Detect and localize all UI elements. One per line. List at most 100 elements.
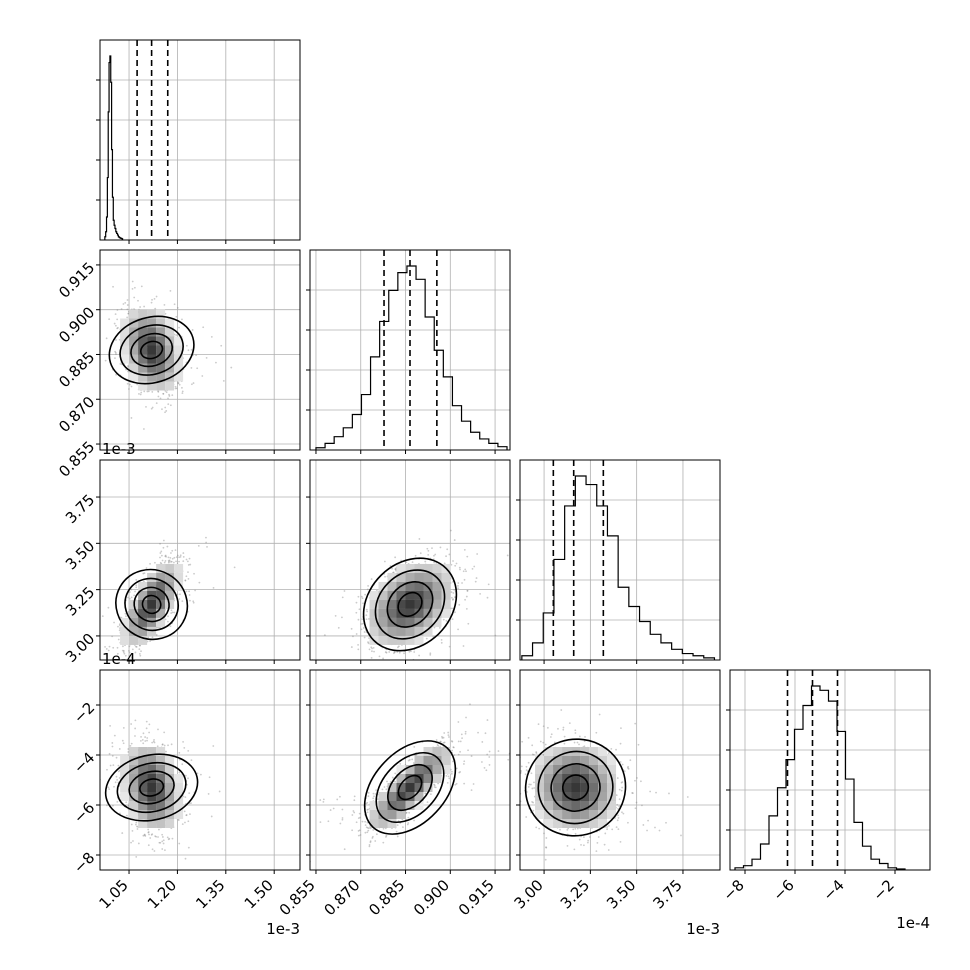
sample-point <box>126 382 129 385</box>
sample-point <box>369 841 372 844</box>
sample-point <box>143 428 145 430</box>
sample-point <box>462 763 465 765</box>
density-cell <box>156 572 166 582</box>
sample-point <box>178 751 181 754</box>
density-cell <box>441 608 451 618</box>
sample-point <box>394 556 397 559</box>
sample-point <box>147 831 150 833</box>
sample-point <box>90 341 92 343</box>
sample-point <box>373 795 375 798</box>
sample-point <box>181 763 184 766</box>
sample-point <box>352 810 355 812</box>
density-cell <box>396 590 406 600</box>
sample-point <box>128 383 131 386</box>
sample-point <box>357 830 360 832</box>
sample-point <box>373 650 375 653</box>
sample-point <box>107 649 110 652</box>
sample-point <box>185 590 188 593</box>
sample-point <box>167 744 169 747</box>
sample-point <box>175 387 178 390</box>
sample-point <box>433 561 436 564</box>
panel-p2-vs-p1-density <box>90 280 233 430</box>
sample-point <box>127 748 130 750</box>
sample-point <box>144 835 147 837</box>
sample-point <box>116 309 119 311</box>
sample-point <box>385 651 388 654</box>
sample-point <box>165 750 167 753</box>
sample-point <box>464 730 467 733</box>
sample-point <box>408 811 411 814</box>
sample-point <box>154 561 156 564</box>
sample-point <box>494 634 497 637</box>
sample-point <box>162 539 165 542</box>
sample-point <box>157 390 160 393</box>
sample-point <box>394 772 397 775</box>
sample-point <box>173 561 175 564</box>
sample-point <box>130 723 133 725</box>
sample-point <box>488 756 491 758</box>
sample-point <box>184 857 187 860</box>
density-cell <box>414 792 424 801</box>
density-cell <box>156 327 166 337</box>
sample-point <box>124 612 127 615</box>
sample-point <box>450 596 453 599</box>
sample-point <box>486 596 489 599</box>
density-cell <box>387 626 397 636</box>
density-cell <box>423 783 433 792</box>
density-cell <box>396 572 406 582</box>
density-cell <box>156 792 166 801</box>
sample-point <box>168 395 171 397</box>
density-cell <box>156 819 166 828</box>
sample-point <box>161 836 164 838</box>
sample-point <box>446 548 449 551</box>
density-cell <box>138 626 148 636</box>
sample-point <box>367 585 370 587</box>
sample-point <box>164 554 167 557</box>
sample-point <box>212 586 215 589</box>
sample-point <box>454 611 456 614</box>
density-cell <box>414 599 424 609</box>
contour-line <box>141 594 162 615</box>
density-cell <box>147 309 157 319</box>
sample-point <box>395 568 397 571</box>
sample-point <box>351 663 353 665</box>
sample-point <box>385 835 387 838</box>
sample-point <box>488 764 491 766</box>
sample-point <box>429 653 432 656</box>
sample-point <box>378 655 381 658</box>
sample-point <box>429 793 432 796</box>
sample-point <box>339 795 341 798</box>
sample-point <box>134 590 136 593</box>
density-cell <box>138 581 148 591</box>
sample-point <box>439 740 442 743</box>
sample-point <box>362 602 365 605</box>
x-tick-label-p2: 0.915 <box>455 876 498 919</box>
x-tick-label-p1: 1.05 <box>96 876 132 912</box>
density-cell <box>165 756 175 765</box>
density-cell <box>396 792 406 801</box>
sample-point <box>132 840 134 842</box>
density-cell <box>147 819 157 828</box>
y-tick-label-p2: 0.915 <box>55 259 98 302</box>
sample-point <box>375 789 378 792</box>
sample-point <box>173 611 176 614</box>
density-cell <box>147 765 157 774</box>
sample-point <box>372 792 375 795</box>
sample-point <box>467 749 469 752</box>
sample-point <box>413 819 415 822</box>
sample-point <box>153 850 156 852</box>
sample-point <box>187 846 190 849</box>
sample-point <box>413 651 416 653</box>
sample-point <box>358 829 361 832</box>
density-cell <box>165 590 175 600</box>
density-cell <box>156 354 166 364</box>
sample-point <box>179 593 181 596</box>
sample-point <box>486 719 489 721</box>
sample-point <box>395 569 397 572</box>
sample-point <box>174 387 177 390</box>
sample-point <box>175 334 178 336</box>
sample-point <box>123 652 126 655</box>
sample-point <box>452 592 455 594</box>
sample-point <box>427 549 430 552</box>
sample-point <box>166 545 169 548</box>
